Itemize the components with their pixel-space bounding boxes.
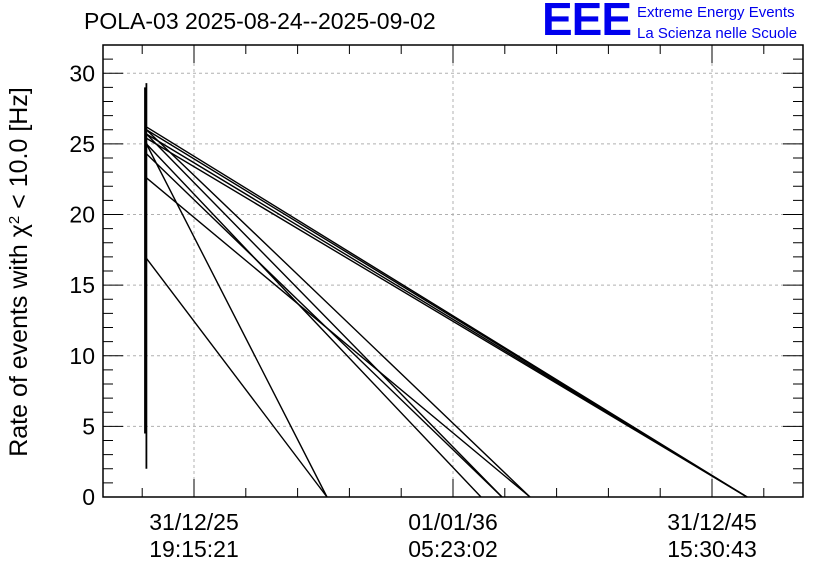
y-axis-label-prefix: Rate of events with bbox=[5, 237, 33, 457]
y-tick-label: 10 bbox=[69, 343, 95, 369]
rate-line-segment bbox=[145, 143, 328, 498]
y-tick-label: 0 bbox=[82, 484, 95, 510]
x-tick-label-time: 19:15:21 bbox=[149, 536, 239, 562]
y-tick-label: 30 bbox=[69, 60, 95, 86]
y-axis-label: Rate of events with χ2 < 10.0 [Hz] bbox=[5, 87, 33, 457]
rate-line-segment bbox=[145, 129, 531, 498]
y-axis-label-superscript: 2 bbox=[6, 216, 23, 224]
x-tick-label-time: 15:30:43 bbox=[667, 536, 757, 562]
x-tick-label-date: 31/12/25 bbox=[149, 509, 239, 535]
y-tick-label: 20 bbox=[69, 202, 95, 228]
eee-logo-line1: Extreme Energy Events bbox=[637, 4, 795, 21]
eee-logo-mark: EEE bbox=[542, 0, 632, 45]
y-tick-label: 25 bbox=[69, 131, 95, 157]
rate-line-segment bbox=[145, 257, 328, 498]
eee-logo-line2: La Scienza nelle Scuole bbox=[637, 25, 798, 42]
chart-title: POLA-03 2025-08-24--2025-09-02 bbox=[84, 8, 436, 34]
rate-line-segment bbox=[145, 143, 482, 498]
rate-line-segment bbox=[145, 177, 531, 498]
series-layer bbox=[144, 83, 748, 498]
y-axis-label-suffix: < 10.0 [Hz] bbox=[5, 87, 33, 216]
y-axis-label-symbol: χ bbox=[5, 224, 33, 237]
x-tick-label-date: 31/12/45 bbox=[667, 509, 757, 535]
x-tick-label-time: 05:23:02 bbox=[408, 536, 498, 562]
rate-line-segment bbox=[146, 137, 748, 498]
y-tick-label: 15 bbox=[69, 272, 95, 298]
y-tick-label: 5 bbox=[82, 413, 95, 439]
x-tick-label-date: 01/01/36 bbox=[408, 509, 498, 535]
grid-layer bbox=[103, 45, 803, 497]
rate-line-segment bbox=[145, 133, 503, 498]
